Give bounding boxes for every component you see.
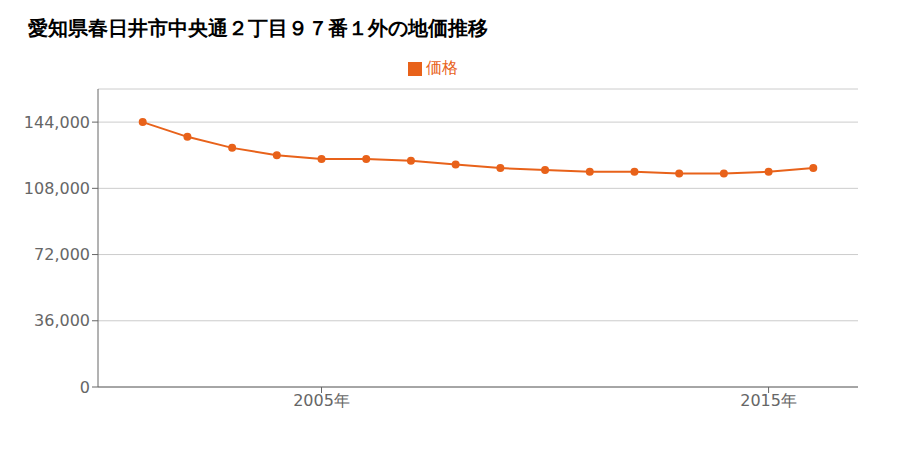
svg-text:36,000: 36,000: [34, 311, 90, 330]
html-text:価格: 価格: [426, 58, 458, 77]
svg-text:2015年: 2015年: [740, 391, 797, 410]
svg-text:72,000: 72,000: [34, 245, 90, 264]
svg-text:144,000: 144,000: [24, 113, 90, 132]
html-text:愛知県春日井市中央通２丁目９７番１外の地価推移: 愛知県春日井市中央通２丁目９７番１外の地価推移: [28, 16, 488, 40]
svg-text:2005年: 2005年: [293, 391, 350, 410]
svg-text:0: 0: [80, 378, 90, 397]
svg-text:108,000: 108,000: [24, 179, 90, 198]
